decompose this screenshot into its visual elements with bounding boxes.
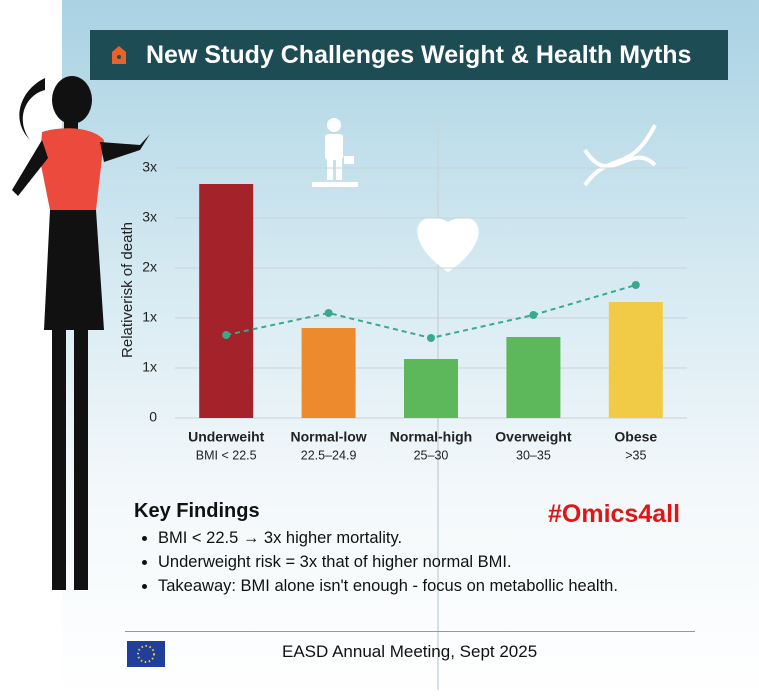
bar — [301, 328, 356, 418]
x-tick-label: Obese — [614, 429, 657, 445]
y-tick-label: 3x — [142, 209, 157, 225]
trend-point — [222, 331, 231, 339]
footer-text: EASD Annual Meeting, Sept 2025 — [282, 642, 538, 661]
hashtag: #Omics4all — [548, 500, 681, 528]
x-tick-label: Underweiht — [188, 429, 265, 445]
y-tick-label: 0 — [149, 409, 157, 425]
x-tick-sublabel: 22.5–24.9 — [301, 448, 357, 462]
bar — [506, 337, 561, 418]
heart-icon — [417, 217, 479, 272]
left-panel — [0, 0, 62, 698]
trend-point — [529, 311, 538, 319]
finding: Underweight risk = 3x that of higher nor… — [158, 553, 694, 572]
findings-heading: Key Findings — [134, 500, 260, 522]
eu-flag — [127, 641, 165, 667]
woman-silhouette — [12, 76, 150, 590]
trend-point — [631, 281, 640, 289]
key-findings: Key Findings BMI < 22.5 → 3x higher mort… — [134, 500, 694, 601]
y-tick-label: 1x — [142, 309, 157, 325]
y-tick-label: 2x — [142, 259, 157, 275]
y-tick-label: 1x — [142, 359, 157, 375]
trend-point — [324, 309, 333, 317]
x-tick-sublabel: 25–30 — [414, 448, 449, 462]
y-tick-label: 3x — [142, 159, 157, 175]
footer-rule — [125, 631, 695, 632]
x-tick-label: Normal-low — [290, 429, 366, 445]
bar — [608, 302, 663, 418]
bar — [404, 359, 458, 418]
bar — [199, 184, 254, 418]
dna-icon — [583, 124, 657, 187]
chart-title: New Study Challenges Weight & Health Myt… — [146, 40, 692, 69]
person-icon — [312, 118, 358, 187]
x-tick-label: Overweight — [495, 429, 572, 445]
trend-line — [225, 284, 637, 340]
x-tick-label: Normal-high — [390, 429, 472, 445]
finding: BMI < 22.5 → 3x higher mortality. — [158, 529, 694, 548]
y-axis-label: Relativerisk of death — [119, 222, 136, 358]
finding: Takeaway: BMI alone isn't enough - focus… — [158, 577, 694, 596]
x-tick-sublabel: >35 — [625, 448, 646, 462]
trend-point — [427, 334, 435, 342]
banner-icon — [112, 46, 126, 64]
title-banner: New Study Challenges Weight & Health Myt… — [90, 30, 728, 80]
findings-list: BMI < 22.5 → 3x higher mortality. Underw… — [134, 529, 694, 596]
x-tick-sublabel: BMI < 22.5 — [196, 448, 257, 462]
x-tick-sublabel: 30–35 — [516, 448, 551, 462]
